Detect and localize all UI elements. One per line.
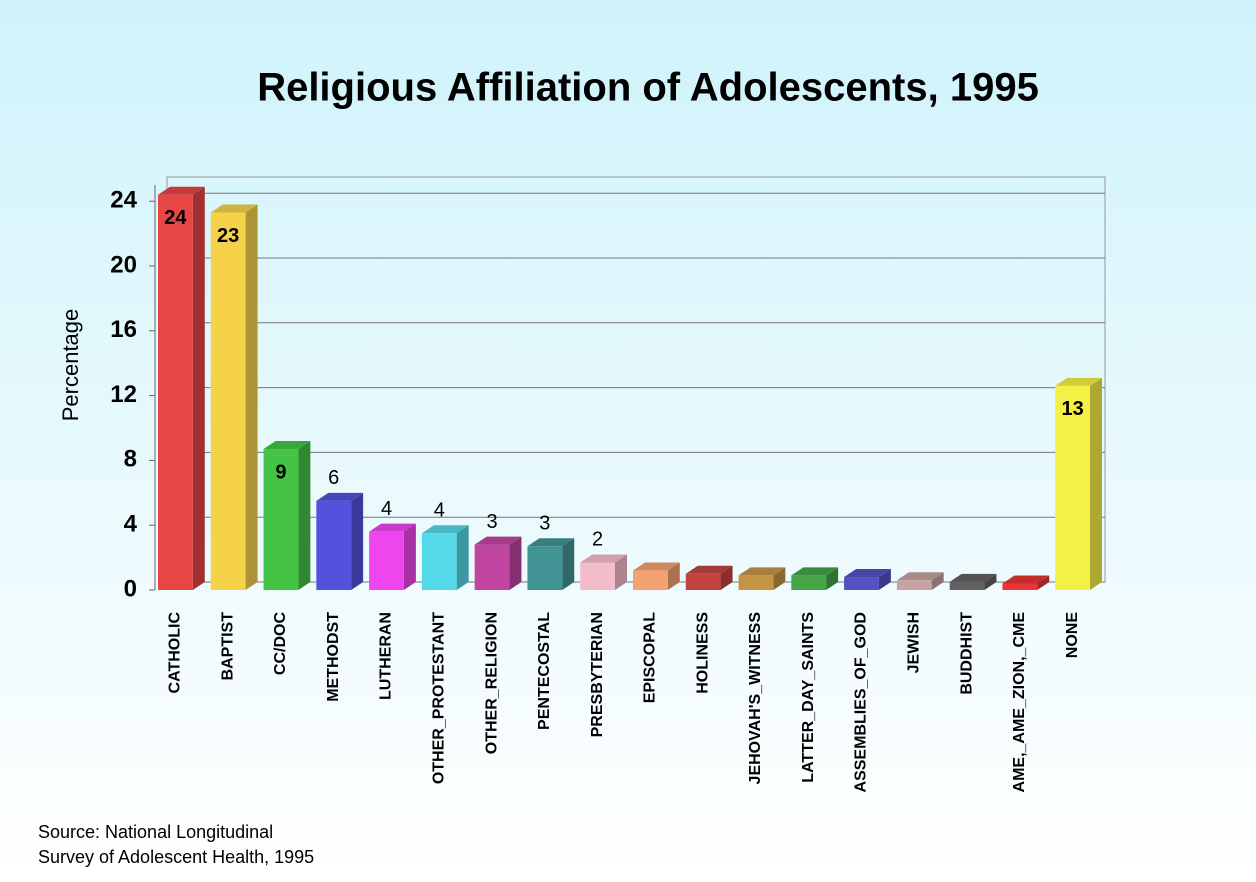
x-tick-label: CATHOLIC <box>167 612 184 694</box>
data-label: 13 <box>1061 398 1083 420</box>
bar-side <box>720 565 733 590</box>
bar-side <box>826 567 839 590</box>
bar-side <box>1090 377 1102 590</box>
x-tick-label: OTHER_RELIGION <box>483 612 500 754</box>
bar <box>949 581 985 590</box>
x-tick-label: ASSEMBLIES_OF_GOD <box>853 612 870 792</box>
bar-top <box>263 441 311 450</box>
y-tick-label: 16 <box>110 316 137 343</box>
data-label: 9 <box>275 461 286 483</box>
bar <box>210 212 246 591</box>
data-label: 4 <box>381 498 392 520</box>
x-tick-label: JEHOVAH'S_WITNESS <box>747 612 764 785</box>
x-tick-label: LUTHERAN <box>378 612 395 700</box>
x-tick-label: JEWISH <box>905 612 922 673</box>
data-label: 23 <box>217 225 239 247</box>
bar-top <box>949 573 997 582</box>
bar-side <box>615 554 627 590</box>
bar-side <box>509 536 522 590</box>
bar <box>791 575 827 590</box>
bar-top <box>1002 575 1050 584</box>
bar-side <box>245 204 258 591</box>
bar-top <box>369 523 416 532</box>
bar-side <box>562 538 575 590</box>
x-tick-label: AME,_AME_ZION,_CME <box>1011 612 1028 793</box>
bar-top <box>896 572 944 581</box>
x-tick-label: PRESBYTERIAN <box>589 612 606 737</box>
x-tick-label: NONE <box>1064 612 1081 659</box>
bar-top <box>210 204 258 213</box>
bar-side <box>192 186 205 590</box>
bar <box>896 580 932 590</box>
source-note: Survey of Adolescent Health, 1995 <box>38 847 314 867</box>
y-tick-label: 12 <box>110 381 137 408</box>
bar-top <box>738 567 786 576</box>
bar-side <box>984 573 997 590</box>
y-tick-label: 0 <box>124 575 137 602</box>
y-tick-label: 8 <box>124 446 137 473</box>
x-tick-label: PENTECOSTAL <box>536 612 553 730</box>
data-label: 3 <box>539 513 550 535</box>
y-axis-label: Percentage <box>58 309 83 422</box>
bar <box>527 546 563 590</box>
bar-side <box>667 562 680 590</box>
x-tick-label: BAPTIST <box>219 612 236 681</box>
bar-side <box>878 569 891 590</box>
bar-side <box>351 492 364 590</box>
bar <box>580 562 615 590</box>
bar <box>369 531 404 590</box>
x-tick-label: LATTER_DAY_SAINTS <box>800 612 817 783</box>
bar <box>421 533 457 590</box>
bar-side <box>931 572 944 590</box>
chart-title: Religious Affiliation of Adolescents, 19… <box>257 66 1039 110</box>
bar-top <box>633 562 680 571</box>
x-tick-label: HOLINESS <box>694 612 711 694</box>
bar <box>316 500 352 590</box>
x-tick-label: EPISCOPAL <box>642 612 659 704</box>
bar <box>158 194 193 590</box>
bar <box>1055 385 1090 590</box>
bar-top <box>1055 377 1102 386</box>
y-tick-label: 24 <box>110 187 137 214</box>
x-tick-label: BUDDHIST <box>958 612 975 695</box>
data-label: 24 <box>164 207 187 229</box>
bar-top <box>844 569 891 578</box>
bar-side <box>403 523 416 590</box>
bar-top <box>527 538 575 547</box>
x-tick-label: METHODST <box>325 612 342 702</box>
x-tick-label: CC/DOC <box>272 612 289 676</box>
data-label: 4 <box>434 500 445 522</box>
bar-side <box>298 441 311 590</box>
data-label: 6 <box>328 467 339 489</box>
bar-side <box>456 525 469 590</box>
source-note: Source: National Longitudinal <box>38 822 273 842</box>
bar <box>633 570 668 590</box>
data-label: 2 <box>592 529 603 551</box>
bar-top <box>685 565 733 574</box>
bar <box>685 573 721 590</box>
x-tick-label: OTHER_PROTESTANT <box>430 612 447 784</box>
bar-top <box>158 186 205 195</box>
bar-top <box>580 554 627 563</box>
bar-top <box>791 567 839 576</box>
bar <box>474 544 510 590</box>
y-tick-label: 4 <box>124 511 138 538</box>
bar-side <box>773 567 786 590</box>
bar-top <box>316 492 364 501</box>
bar <box>738 575 774 590</box>
bar-side <box>1037 575 1050 590</box>
bar <box>263 449 299 590</box>
bar-top <box>421 525 469 534</box>
bar <box>844 577 879 590</box>
bar <box>1002 583 1038 590</box>
y-tick-label: 20 <box>110 251 137 278</box>
data-label: 3 <box>486 511 497 533</box>
bar-top <box>474 536 522 545</box>
